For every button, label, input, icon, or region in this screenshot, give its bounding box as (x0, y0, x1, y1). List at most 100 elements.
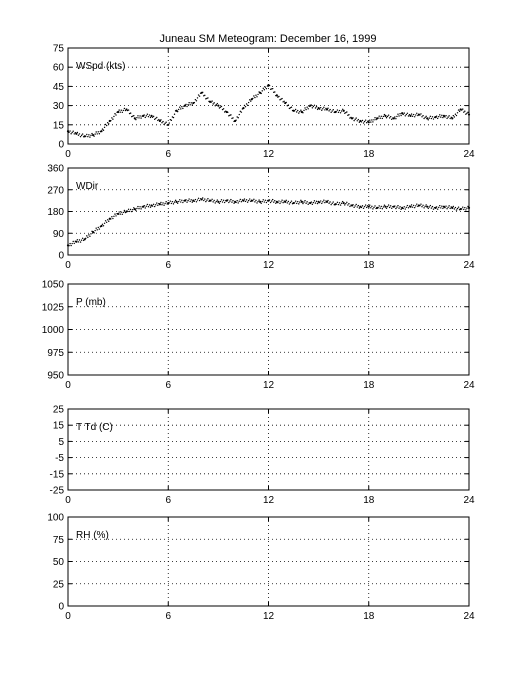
data-point (342, 201, 345, 205)
data-point (325, 108, 329, 111)
data-point (348, 203, 350, 205)
data-point (143, 205, 145, 207)
data-point (221, 201, 224, 203)
data-point (253, 198, 255, 201)
data-point (121, 111, 124, 114)
data-point (386, 205, 389, 208)
data-point (445, 205, 447, 207)
data-point (249, 198, 251, 200)
data-point (122, 109, 125, 112)
data-point (411, 206, 414, 208)
data-point (353, 119, 355, 122)
data-point (278, 95, 280, 98)
data-point (274, 200, 276, 202)
x-tick-label: 24 (463, 260, 475, 271)
data-point (261, 200, 263, 203)
data-point (114, 213, 116, 215)
data-point (169, 118, 172, 121)
data-point (395, 118, 397, 120)
data-point (403, 112, 405, 114)
data-point (158, 118, 160, 121)
data-point (342, 109, 345, 112)
data-point (265, 201, 268, 204)
data-point (213, 102, 215, 104)
data-point (170, 202, 173, 205)
data-point (193, 200, 196, 202)
data-point (330, 111, 332, 114)
y-tick-label: 0 (58, 140, 64, 151)
x-tick-label: 24 (463, 611, 475, 622)
data-point (133, 114, 135, 117)
data-point (87, 236, 89, 239)
y-tick-label: 25 (53, 579, 65, 590)
data-point (328, 110, 330, 112)
data-point (128, 210, 131, 213)
data-point (133, 207, 135, 209)
data-point (185, 103, 187, 106)
data-point (126, 210, 129, 212)
data-point (303, 201, 305, 203)
data-point (338, 109, 341, 112)
data-point (129, 112, 132, 114)
data-point (135, 118, 137, 121)
data-point (347, 204, 349, 206)
data-point (247, 101, 250, 104)
data-point (252, 97, 254, 100)
data-point (422, 114, 424, 117)
data-point (399, 206, 401, 208)
data-point (139, 115, 141, 117)
data-point (442, 116, 444, 119)
data-point (89, 235, 91, 238)
data-point (123, 107, 126, 110)
data-point (381, 208, 384, 210)
data-point (288, 203, 291, 205)
data-point (122, 211, 125, 214)
data-point (323, 106, 325, 109)
data-point (280, 201, 282, 203)
figure-title: Juneau SM Meteogram: December 16, 1999 (159, 33, 376, 45)
data-point (182, 201, 184, 204)
data-point (227, 111, 229, 114)
data-point (409, 205, 412, 208)
x-tick-label: 24 (463, 149, 475, 160)
data-point (127, 208, 130, 210)
data-point (133, 117, 136, 120)
data-point (120, 211, 122, 213)
data-point (120, 109, 122, 111)
data-point (297, 109, 299, 112)
data-point (176, 110, 179, 113)
data-point (330, 203, 332, 206)
data-point (187, 103, 189, 106)
data-point (449, 117, 451, 120)
data-point (299, 110, 301, 113)
data-point (72, 130, 74, 132)
data-point (391, 207, 393, 209)
data-point (415, 205, 417, 207)
data-point (465, 209, 467, 211)
data-point (118, 109, 120, 111)
data-point (168, 202, 170, 204)
data-point (458, 110, 461, 113)
data-point (179, 106, 181, 108)
data-point (205, 200, 207, 203)
data-point (237, 202, 239, 204)
data-point (289, 201, 292, 204)
data-point (115, 114, 117, 116)
data-point (341, 108, 344, 110)
data-point (100, 130, 103, 133)
data-point (431, 205, 434, 208)
data-point (405, 206, 408, 208)
data-point (407, 115, 410, 117)
data-point (150, 114, 153, 117)
data-point (161, 122, 163, 124)
data-point (198, 95, 201, 97)
data-point (421, 206, 423, 208)
data-point (288, 107, 291, 110)
data-point (197, 197, 200, 199)
y-tick-label: 25 (53, 405, 65, 416)
data-point (412, 204, 415, 207)
data-point (332, 109, 334, 111)
data-point (171, 116, 174, 118)
